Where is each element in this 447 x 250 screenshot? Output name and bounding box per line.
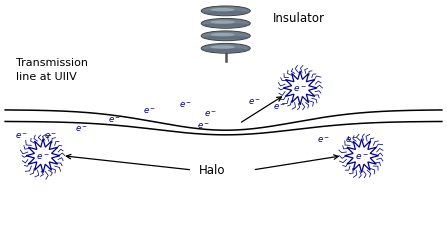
Text: $e^-$: $e^-$ [108, 115, 121, 124]
Ellipse shape [211, 46, 235, 50]
Ellipse shape [201, 44, 250, 54]
Text: $e^-$: $e^-$ [197, 121, 210, 131]
Ellipse shape [201, 19, 250, 29]
Ellipse shape [201, 32, 250, 42]
Ellipse shape [202, 49, 250, 53]
Text: $e^-$: $e^-$ [36, 152, 50, 161]
Polygon shape [283, 72, 317, 106]
Ellipse shape [202, 12, 250, 16]
Text: $e^-$: $e^-$ [75, 124, 89, 133]
Ellipse shape [201, 7, 250, 17]
Text: $e^-$: $e^-$ [345, 135, 358, 144]
Ellipse shape [211, 9, 235, 12]
Ellipse shape [202, 36, 250, 40]
Text: $e^-$: $e^-$ [355, 152, 368, 161]
Text: $e^-$: $e^-$ [317, 135, 330, 144]
Text: $e^-$: $e^-$ [273, 102, 286, 111]
Text: $e^-$: $e^-$ [179, 100, 192, 110]
Ellipse shape [202, 24, 250, 28]
Polygon shape [345, 139, 379, 173]
Text: $e^-$: $e^-$ [248, 97, 261, 107]
Text: $e^-$: $e^-$ [16, 131, 29, 141]
Text: $e^-$: $e^-$ [44, 131, 57, 141]
Text: $e^-$: $e^-$ [293, 84, 307, 94]
Text: Halo: Halo [199, 164, 225, 177]
Text: $e^-$: $e^-$ [204, 109, 218, 119]
Polygon shape [26, 139, 60, 173]
Text: Transmission
line at UIIV: Transmission line at UIIV [16, 58, 89, 82]
Text: $e^-$: $e^-$ [143, 106, 156, 116]
Ellipse shape [211, 21, 235, 25]
Ellipse shape [211, 34, 235, 37]
Text: Insulator: Insulator [273, 12, 325, 25]
